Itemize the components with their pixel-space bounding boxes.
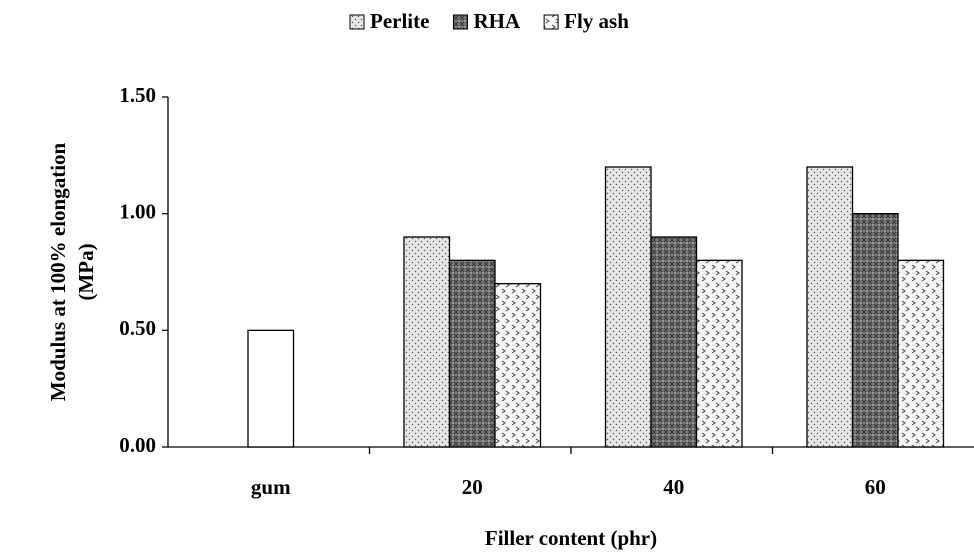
y-tick-label: 1.00 [119,199,156,223]
bar [604,166,652,448]
y-tick-label: 1.50 [119,83,156,107]
bar [897,259,945,448]
x-axis-label: Filler content (phr) [485,526,657,550]
legend-swatch [543,14,559,30]
legend-swatch [349,14,365,30]
legend-label: Perlite [370,9,429,33]
y-axis-label: Modulus at 100% elongation [46,142,70,401]
legend-swatch [452,14,468,30]
x-tick-label: 20 [462,475,483,499]
y-tick-label: 0.00 [119,433,156,457]
bar [695,259,743,448]
y-tick-label: 0.50 [119,316,156,340]
legend-label: Fly ash [564,9,629,33]
x-tick-label: 40 [663,475,684,499]
bar [403,236,451,448]
x-tick-label: gum [251,475,291,499]
bar [806,166,854,448]
bar [494,283,542,448]
bar [650,236,698,448]
bar [851,213,899,448]
legend-label: RHA [473,9,521,33]
x-tick-label: 60 [865,475,886,499]
bar [448,259,496,448]
bar [247,329,295,448]
y-axis-label: (MPa) [74,243,98,300]
